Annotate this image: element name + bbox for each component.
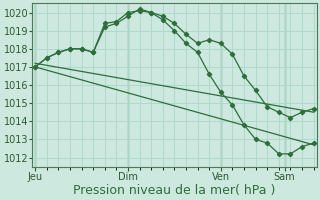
X-axis label: Pression niveau de la mer( hPa ): Pression niveau de la mer( hPa ) [73,184,276,197]
